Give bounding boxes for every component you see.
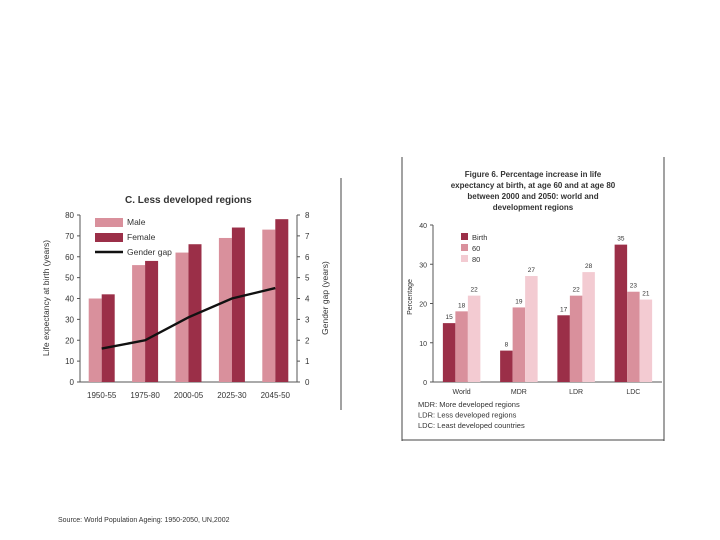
legend-label: Birth bbox=[472, 233, 487, 242]
chart-title-line: Figure 6. Percentage increase in life bbox=[465, 170, 602, 179]
y-tick-label: 30 bbox=[419, 262, 427, 269]
y-tick-label: 40 bbox=[65, 295, 74, 304]
bar-male bbox=[218, 237, 232, 382]
bar-60 bbox=[569, 295, 583, 382]
region-note: LDC: Least developed countries bbox=[418, 421, 525, 430]
y-tick-label: 60 bbox=[65, 253, 74, 262]
bar-female bbox=[101, 294, 115, 382]
y2-tick-label: 6 bbox=[305, 253, 310, 262]
bar-female bbox=[145, 260, 159, 382]
x-tick-label: LDR bbox=[569, 389, 583, 396]
legend-label: Female bbox=[127, 232, 156, 242]
y-tick-label: 50 bbox=[65, 274, 74, 283]
legend-label: Male bbox=[127, 217, 146, 227]
x-tick-label: World bbox=[453, 389, 471, 396]
chart-title: C. Less developed regions bbox=[125, 195, 252, 206]
y-tick-label: 70 bbox=[65, 232, 74, 241]
legend-swatch bbox=[95, 218, 123, 227]
y-tick-label: 10 bbox=[65, 357, 74, 366]
x-tick-label: 2025-30 bbox=[217, 391, 247, 400]
life-expectancy-chart: C. Less developed regions010203040506070… bbox=[41, 178, 342, 410]
source-note: Source: World Population Ageing: 1950-20… bbox=[58, 517, 230, 524]
data-label: 21 bbox=[642, 291, 650, 298]
percentage-increase-chart: Figure 6. Percentage increase in life exp… bbox=[401, 157, 665, 441]
bar-80 bbox=[582, 272, 595, 382]
data-label: 19 bbox=[515, 298, 523, 305]
gender-gap-line bbox=[101, 286, 276, 350]
bar-female bbox=[231, 227, 245, 382]
data-label: 35 bbox=[617, 236, 625, 243]
bar-60 bbox=[627, 291, 640, 382]
bar-birth bbox=[500, 350, 513, 382]
chart-title-line: development regions bbox=[493, 203, 574, 212]
data-label: 17 bbox=[560, 306, 568, 313]
legend-label: 80 bbox=[472, 255, 480, 264]
y2-axis-label: Gender gap (years) bbox=[320, 261, 330, 335]
bar-80 bbox=[639, 299, 653, 382]
x-tick-label: LDC bbox=[626, 389, 640, 396]
bar-80 bbox=[525, 276, 538, 382]
bar-60 bbox=[455, 311, 468, 382]
y-tick-label: 0 bbox=[423, 380, 427, 387]
legend-label: 60 bbox=[472, 244, 480, 253]
legend-label: Gender gap bbox=[127, 247, 172, 257]
y-tick-label: 10 bbox=[419, 341, 427, 348]
bar-80 bbox=[467, 295, 481, 382]
region-note: LDR: Less developed regions bbox=[418, 411, 517, 420]
y2-tick-label: 3 bbox=[305, 315, 310, 324]
bar-birth bbox=[442, 323, 456, 382]
data-label: 28 bbox=[585, 263, 593, 270]
chart-title-line: between 2000 and 2050: world and bbox=[467, 192, 598, 201]
y-axis-label: Life expectancy at birth (years) bbox=[41, 240, 51, 356]
y2-tick-label: 1 bbox=[305, 357, 310, 366]
data-label: 27 bbox=[528, 267, 536, 274]
bar-female bbox=[275, 219, 289, 382]
data-label: 8 bbox=[505, 342, 509, 349]
data-label: 18 bbox=[458, 302, 466, 309]
bar-female bbox=[188, 244, 202, 382]
x-tick-label: MDR bbox=[511, 389, 527, 396]
legend-swatch bbox=[461, 233, 468, 240]
y2-tick-label: 4 bbox=[305, 295, 310, 304]
x-tick-label: 1975-80 bbox=[130, 391, 160, 400]
x-tick-label: 2000-05 bbox=[174, 391, 204, 400]
data-label: 23 bbox=[630, 283, 638, 290]
y-tick-label: 20 bbox=[65, 336, 74, 345]
legend-swatch bbox=[461, 244, 468, 251]
bar-male bbox=[132, 265, 146, 382]
y2-tick-label: 8 bbox=[305, 211, 310, 220]
legend-swatch bbox=[461, 255, 468, 262]
y2-tick-label: 0 bbox=[305, 378, 310, 387]
y-tick-label: 20 bbox=[419, 302, 427, 309]
bar-birth bbox=[557, 315, 570, 382]
y-tick-label: 40 bbox=[419, 223, 427, 230]
x-tick-label: 1950-55 bbox=[87, 391, 117, 400]
bar-male bbox=[175, 252, 189, 382]
region-note: MDR: More developed regions bbox=[418, 400, 520, 409]
bar-male bbox=[262, 229, 276, 382]
data-label: 22 bbox=[471, 287, 479, 294]
y-tick-label: 30 bbox=[65, 315, 74, 324]
y2-tick-label: 7 bbox=[305, 232, 310, 241]
y-tick-label: 0 bbox=[70, 378, 75, 387]
bar-birth bbox=[614, 244, 628, 382]
data-label: 22 bbox=[573, 287, 581, 294]
legend-swatch bbox=[95, 233, 123, 242]
bar-male bbox=[88, 298, 102, 382]
y2-tick-label: 5 bbox=[305, 274, 310, 283]
x-tick-label: 2045-50 bbox=[261, 391, 291, 400]
chart-title-line: expectancy at birth, at age 60 and at ag… bbox=[451, 181, 616, 190]
y-axis-label: Percentage bbox=[407, 279, 414, 315]
bar-60 bbox=[512, 307, 526, 382]
data-label: 15 bbox=[446, 314, 454, 321]
y2-tick-label: 2 bbox=[305, 336, 310, 345]
y-tick-label: 80 bbox=[65, 211, 74, 220]
